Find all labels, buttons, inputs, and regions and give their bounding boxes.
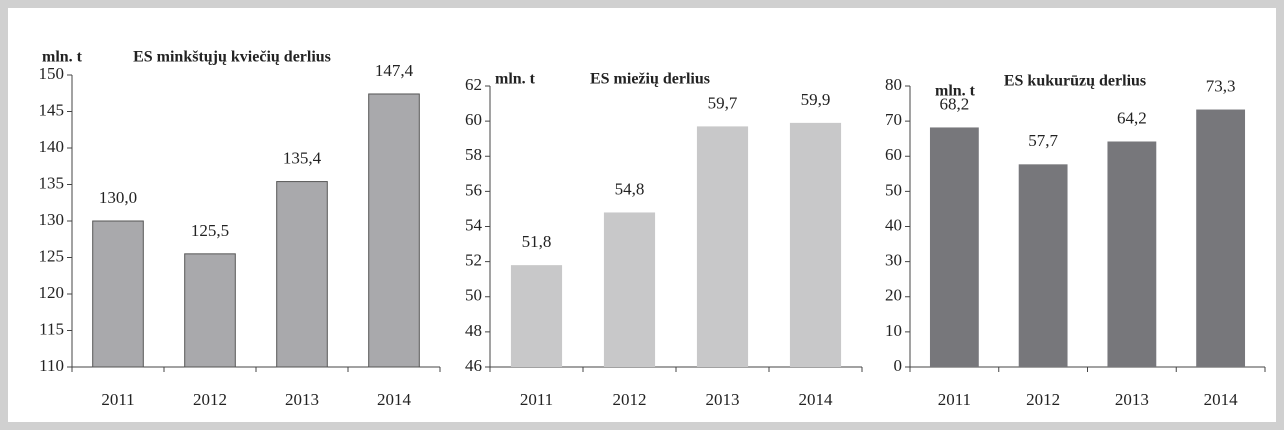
y-tick-label: 80 xyxy=(885,75,902,94)
y-axis-label: mln. t xyxy=(935,83,976,100)
y-tick-label: 50 xyxy=(885,180,902,199)
y-tick-label: 10 xyxy=(885,321,902,340)
y-tick-label: 115 xyxy=(39,319,64,338)
bar xyxy=(368,93,420,368)
y-tick-label: 110 xyxy=(39,356,64,375)
y-tick-label: 40 xyxy=(885,215,902,234)
y-tick-label: 60 xyxy=(885,145,902,164)
value-label: 64,2 xyxy=(1117,108,1147,127)
x-tick-label: 2013 xyxy=(285,390,319,409)
x-tick-label: 2012 xyxy=(193,390,227,409)
value-label: 125,5 xyxy=(191,221,229,240)
y-tick-label: 56 xyxy=(465,180,482,199)
x-tick-label: 2011 xyxy=(101,390,134,409)
value-label: 59,7 xyxy=(708,93,738,112)
y-tick-label: 140 xyxy=(39,137,65,156)
value-label: 57,7 xyxy=(1028,131,1058,150)
bar xyxy=(510,265,563,367)
y-tick-label: 62 xyxy=(465,75,482,94)
x-tick-label: 2013 xyxy=(1115,390,1149,409)
y-tick-label: 46 xyxy=(465,356,482,375)
value-label: 51,8 xyxy=(522,232,552,251)
x-tick-label: 2012 xyxy=(1026,390,1060,409)
value-label: 59,9 xyxy=(801,90,831,109)
y-tick-label: 130 xyxy=(39,210,65,229)
x-tick-label: 2013 xyxy=(706,390,740,409)
chart-title: ES kukurūzų derlius xyxy=(1004,73,1146,90)
y-tick-label: 120 xyxy=(39,283,65,302)
value-label: 147,4 xyxy=(375,61,414,80)
value-label: 73,3 xyxy=(1206,76,1236,95)
bar xyxy=(696,126,749,367)
y-tick-label: 135 xyxy=(39,173,65,192)
value-label: 54,8 xyxy=(615,179,645,198)
x-tick-label: 2011 xyxy=(520,390,553,409)
x-tick-label: 2011 xyxy=(938,390,971,409)
bar xyxy=(929,127,979,367)
y-tick-label: 30 xyxy=(885,251,902,270)
y-tick-label: 60 xyxy=(465,110,482,129)
y-tick-label: 125 xyxy=(39,246,65,265)
y-tick-label: 50 xyxy=(465,286,482,305)
value-label: 130,0 xyxy=(99,188,137,207)
bar xyxy=(1196,109,1246,367)
y-tick-label: 0 xyxy=(894,356,903,375)
y-tick-label: 54 xyxy=(465,215,483,234)
y-axis-label: mln. t xyxy=(42,49,83,66)
y-tick-label: 48 xyxy=(465,321,482,340)
bar xyxy=(184,253,236,368)
y-tick-label: 150 xyxy=(39,64,65,83)
y-tick-label: 70 xyxy=(885,110,902,129)
chart-title: ES miežių derlius xyxy=(590,71,710,88)
value-label: 68,2 xyxy=(940,94,970,113)
x-tick-label: 2014 xyxy=(377,390,412,409)
chart-title: ES minkštųjų kviečių derlius xyxy=(133,49,331,66)
bar xyxy=(789,122,842,367)
y-tick-label: 58 xyxy=(465,145,482,164)
bar xyxy=(92,220,144,368)
y-tick-label: 145 xyxy=(39,100,65,119)
x-tick-label: 2012 xyxy=(613,390,647,409)
bar xyxy=(1018,164,1068,367)
value-label: 135,4 xyxy=(283,148,322,167)
y-tick-label: 20 xyxy=(885,286,902,305)
x-tick-label: 2014 xyxy=(1204,390,1239,409)
bar xyxy=(1107,141,1157,367)
y-axis-label: mln. t xyxy=(495,71,536,88)
bar xyxy=(603,212,656,367)
x-tick-label: 2014 xyxy=(799,390,834,409)
bar xyxy=(276,181,328,368)
y-tick-label: 52 xyxy=(465,251,482,270)
